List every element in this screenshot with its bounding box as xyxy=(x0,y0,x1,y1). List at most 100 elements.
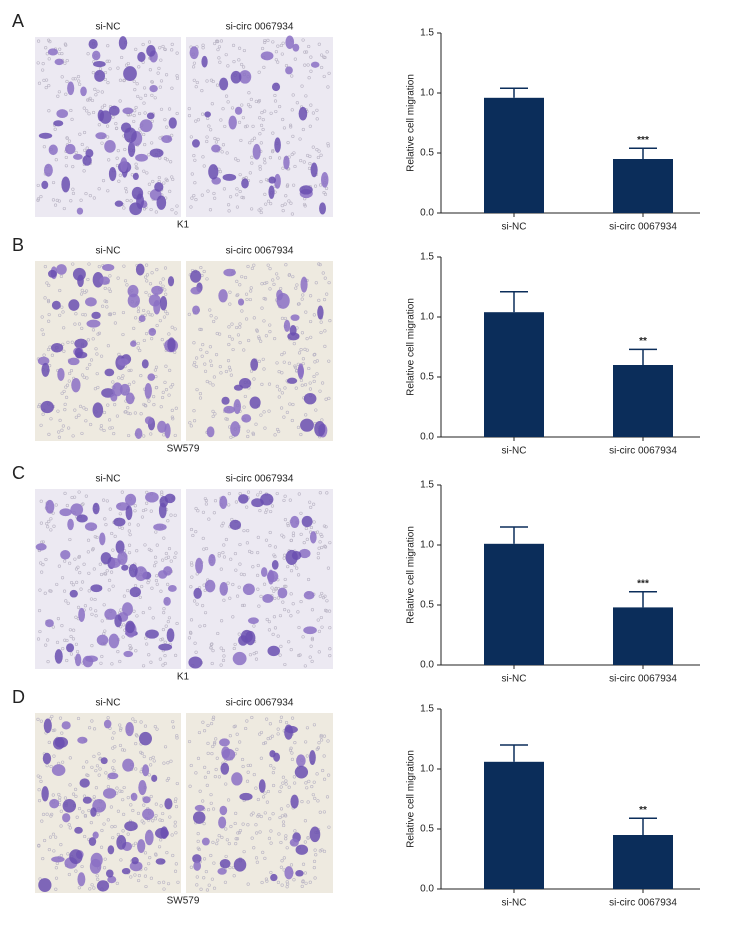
pore xyxy=(195,388,199,392)
pore xyxy=(293,829,297,833)
cell xyxy=(138,731,152,746)
pore xyxy=(323,55,327,60)
micrograph xyxy=(35,713,181,893)
pore xyxy=(245,719,249,723)
pore xyxy=(214,737,218,741)
pore xyxy=(256,551,260,555)
pore xyxy=(61,310,65,314)
pore xyxy=(300,884,304,888)
cell xyxy=(258,779,266,793)
pore xyxy=(126,61,130,66)
pore xyxy=(167,616,171,620)
pore xyxy=(132,326,136,330)
pore xyxy=(315,147,319,152)
cell xyxy=(192,305,200,315)
pore xyxy=(133,719,137,724)
pore xyxy=(270,734,274,738)
pore xyxy=(60,731,64,735)
pore xyxy=(189,585,193,589)
pore xyxy=(283,607,287,612)
pore xyxy=(170,86,174,90)
pore xyxy=(41,856,45,861)
cell xyxy=(271,82,281,92)
pore xyxy=(132,79,136,84)
pore xyxy=(47,319,51,323)
pore xyxy=(127,368,131,373)
pore xyxy=(212,319,216,324)
cell xyxy=(66,643,75,653)
pore xyxy=(154,530,158,534)
pore xyxy=(144,275,148,279)
pore xyxy=(143,313,147,317)
pore xyxy=(235,837,240,841)
pore xyxy=(271,632,275,636)
pore xyxy=(197,730,202,735)
pore xyxy=(61,647,65,651)
pore xyxy=(247,338,251,343)
pore xyxy=(144,636,148,640)
pore xyxy=(104,771,108,775)
y-tick-label: 0.0 xyxy=(420,660,434,671)
pore xyxy=(242,850,246,854)
y-tick-label: 0.5 xyxy=(420,824,434,835)
pore xyxy=(283,577,287,582)
pore xyxy=(315,359,319,363)
cell xyxy=(268,185,275,199)
pore xyxy=(305,754,309,758)
pore xyxy=(44,46,48,50)
pore xyxy=(264,202,268,206)
cell xyxy=(208,164,219,180)
pore xyxy=(103,103,107,107)
pore xyxy=(67,823,71,827)
pore xyxy=(80,326,84,330)
pore xyxy=(272,766,276,770)
pore xyxy=(78,404,83,408)
cell xyxy=(41,362,50,377)
pore xyxy=(94,609,98,613)
pore xyxy=(322,190,326,195)
pore xyxy=(58,288,62,293)
pore xyxy=(77,490,81,494)
pore xyxy=(78,82,82,86)
pore xyxy=(202,164,206,168)
pore xyxy=(243,394,247,399)
cell xyxy=(92,502,100,515)
pore xyxy=(60,624,64,628)
cell xyxy=(54,58,64,66)
pore xyxy=(90,98,95,103)
pore xyxy=(116,149,120,153)
pore xyxy=(127,543,132,547)
pore xyxy=(262,582,267,586)
pore xyxy=(64,385,68,389)
pore xyxy=(231,615,235,619)
pore xyxy=(86,52,90,56)
pore xyxy=(150,313,154,317)
pore xyxy=(206,751,210,755)
pore xyxy=(47,740,51,744)
pore xyxy=(113,321,117,325)
pore xyxy=(68,826,72,830)
pore xyxy=(173,513,177,517)
pore xyxy=(151,755,155,759)
pore xyxy=(118,723,122,727)
pore xyxy=(84,191,88,196)
pore xyxy=(249,813,253,817)
pore xyxy=(286,609,291,613)
pore xyxy=(206,723,210,728)
pore xyxy=(325,491,329,495)
cell xyxy=(88,837,97,846)
pore xyxy=(73,77,77,81)
pore xyxy=(235,205,240,209)
pore xyxy=(308,294,313,298)
pore xyxy=(240,62,244,67)
pore xyxy=(162,536,166,540)
cell xyxy=(132,172,139,180)
cell xyxy=(233,384,243,391)
y-axis-label: Relative cell migration xyxy=(406,750,417,848)
pore xyxy=(281,117,285,122)
pore xyxy=(275,491,279,496)
pore xyxy=(313,796,317,800)
pore xyxy=(289,538,293,543)
cell xyxy=(190,286,202,295)
pore xyxy=(301,38,305,42)
